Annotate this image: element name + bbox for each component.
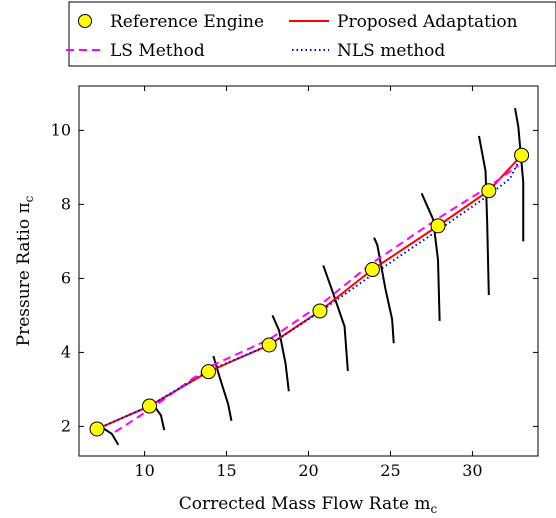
- speed-line-6: [373, 237, 395, 344]
- y-tick-label: 2: [61, 416, 71, 435]
- legend-label-ls-method: LS Method: [110, 41, 205, 61]
- legend-entry-reference-engine: Reference Engine: [78, 12, 264, 32]
- y-tick-label: 8: [61, 194, 71, 213]
- legend-box: [68, 1, 556, 67]
- speed-line-7: [420, 192, 441, 321]
- axes-ticks: 10 15 20 25 30 2 4 6 8 10: [51, 86, 538, 480]
- series-lines: [96, 154, 523, 433]
- legend-marker-reference-engine: [78, 14, 92, 28]
- y-tick-label: 4: [61, 342, 71, 361]
- legend-entry-ls-method: LS Method: [66, 41, 205, 61]
- legend: Reference Engine Proposed Adaptation LS …: [66, 1, 556, 67]
- reference-engine-point: [201, 364, 217, 380]
- reference-engine-point: [481, 183, 497, 199]
- reference-engine-point: [514, 147, 530, 163]
- x-tick-label: 15: [216, 461, 236, 480]
- reference-engine-point: [141, 398, 157, 414]
- speed-line-5: [322, 265, 349, 371]
- reference-engine-point: [261, 337, 277, 353]
- x-tick-label: 20: [298, 461, 318, 480]
- speed-lines: [99, 108, 525, 446]
- reference-engine-point: [89, 421, 105, 437]
- y-axis-title: Pressure Ratio πc: [14, 195, 36, 346]
- reference-engine-point: [364, 262, 380, 278]
- reference-engine-point: [312, 303, 328, 319]
- series-line-proposed-adaptation: [96, 154, 523, 430]
- x-tick-label: 25: [380, 461, 400, 480]
- x-axis-title: Corrected Mass Flow Rate mc: [179, 494, 438, 516]
- legend-label-proposed-adaptation: Proposed Adaptation: [337, 12, 518, 32]
- series-line-nls-method: [96, 154, 523, 430]
- legend-entry-nls-method: NLS method: [292, 41, 445, 61]
- legend-entry-proposed-adaptation: Proposed Adaptation: [289, 12, 518, 32]
- reference-markers: [89, 147, 530, 437]
- reference-engine-point: [430, 218, 446, 234]
- y-tick-label: 6: [61, 268, 71, 287]
- y-tick-label: 10: [51, 120, 71, 139]
- speed-line-4: [271, 314, 290, 392]
- speed-line-9: [514, 108, 525, 242]
- x-tick-label: 10: [134, 461, 154, 480]
- legend-label-nls-method: NLS method: [337, 41, 445, 61]
- series-line-ls-method: [114, 164, 519, 433]
- speed-line-8: [478, 135, 490, 296]
- x-tick-label: 30: [462, 461, 482, 480]
- legend-label-reference-engine: Reference Engine: [110, 12, 264, 32]
